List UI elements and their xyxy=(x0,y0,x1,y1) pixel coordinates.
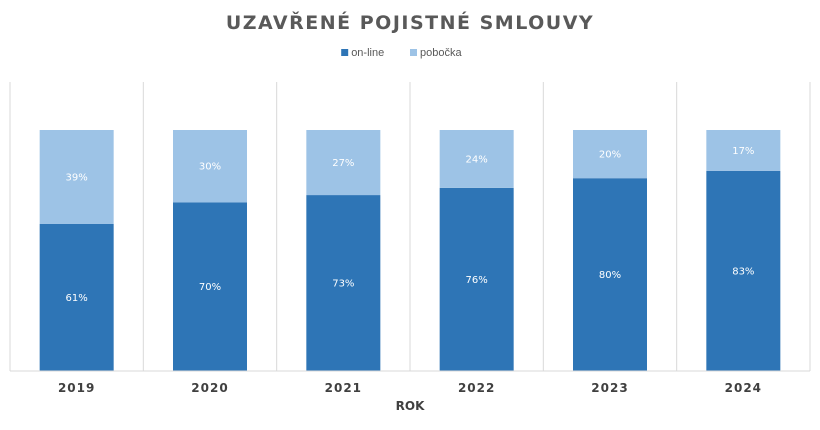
chart-title: UZAVŘENÉ POJISTNÉ SMLOUVY xyxy=(226,11,594,34)
legend-item-1: on-line xyxy=(341,47,384,59)
bar-pobočka-2023 xyxy=(573,130,647,179)
bar-pobočka-2019 xyxy=(39,130,114,224)
bars xyxy=(39,130,781,371)
data-label: 61% xyxy=(66,293,88,304)
data-label: 76% xyxy=(466,275,488,286)
x-tick-label: 2021 xyxy=(325,381,362,395)
data-label: 27% xyxy=(332,158,354,169)
x-tick-label: 2020 xyxy=(191,381,228,395)
x-axis-tick-labels: 2019 2020 2021 2022 2023 2024 xyxy=(58,381,762,395)
bar-on-line-2019 xyxy=(39,223,114,371)
x-tick-label: 2023 xyxy=(591,381,628,395)
gridlines xyxy=(9,82,811,371)
data-label: 24% xyxy=(466,154,488,165)
legend-item-2: pobočka xyxy=(410,47,462,59)
bar-pobočka-2021 xyxy=(306,130,381,196)
x-tick-label: 2022 xyxy=(458,381,495,395)
x-tick-label: 2024 xyxy=(725,381,762,395)
bar-on-line-2023 xyxy=(573,178,647,371)
x-axis-title: ROK xyxy=(396,399,425,413)
data-label: 80% xyxy=(599,270,621,281)
legend: on-line pobočka xyxy=(341,47,462,59)
legend-swatch xyxy=(341,49,349,56)
legend-swatch xyxy=(410,49,417,56)
bar-pobočka-2024 xyxy=(706,130,781,171)
legend-label: pobočka xyxy=(420,47,462,59)
legend-label: on-line xyxy=(351,47,384,59)
bar-on-line-2020 xyxy=(173,202,247,371)
data-label: 17% xyxy=(732,146,754,157)
data-label: 20% xyxy=(599,150,621,161)
data-label: 73% xyxy=(332,279,354,290)
bar-on-line-2022 xyxy=(439,187,514,371)
bar-pobočka-2020 xyxy=(173,130,247,203)
data-label: 70% xyxy=(199,282,221,293)
data-label: 30% xyxy=(199,162,221,173)
data-label: 83% xyxy=(732,266,754,277)
data-labels: 61% 39% 70% 30% 73% 27% 76% 24% 80% 20% 83% 17% xyxy=(66,146,755,304)
data-label: 39% xyxy=(66,172,88,183)
bar-on-line-2024 xyxy=(706,170,781,371)
bar-on-line-2021 xyxy=(306,195,381,371)
x-tick-label: 2019 xyxy=(58,381,95,395)
bar-pobočka-2022 xyxy=(439,130,514,188)
